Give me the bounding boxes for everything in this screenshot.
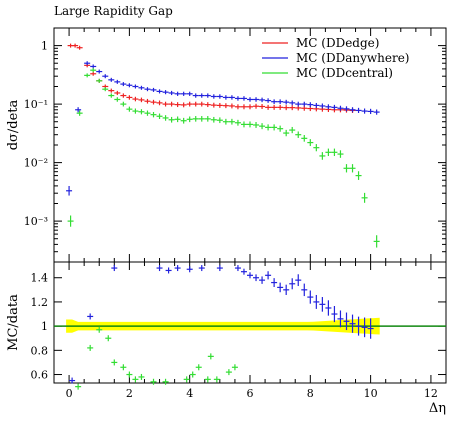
ratio-plot: 0 2 4 6 8 10 12 0.6 0.8 1 1.2 1.4 [31,261,447,400]
x-tick-label: 0 [66,387,73,400]
x-tick-label: 8 [307,387,314,400]
ratio-series-3 [75,326,238,390]
legend-entry: MC (DDcentral) [296,66,393,80]
main-plot: 10⁻³ 10⁻² 10⁻¹ 1 [24,27,447,263]
x-tick-label: 2 [126,387,133,400]
legend-entry: MC (DDanywhere) [296,51,410,65]
x-tick-label: 10 [364,387,378,400]
ratio-series-2 [69,265,374,384]
y-tick-label: 10⁻² [24,157,48,170]
x-tick-label: 6 [247,387,254,400]
ratio-y-tick-label: 0.8 [31,344,49,357]
ratio-y-axis-label: MC/data [6,294,21,351]
plot-title: Large Rapidity Gap [54,4,173,18]
y-axis-label: dσ/deta [6,99,21,150]
legend-entry: MC (DDedge) [296,36,379,50]
x-tick-label: 12 [424,387,438,400]
series-3 [67,68,380,248]
ratio-y-tick-label: 0.6 [31,369,49,382]
ratio-y-tick-label: 1.2 [31,296,49,309]
x-tick-label: 4 [186,387,193,400]
y-tick-label: 1 [41,40,48,53]
legend: MC (DDedge)MC (DDanywhere)MC (DDcentral) [262,36,410,80]
series-2 [66,61,380,196]
ratio-y-tick-label: 1.4 [31,272,49,285]
y-tick-label: 10⁻¹ [24,98,48,111]
x-axis-label: Δη [429,401,446,416]
y-tick-label: 10⁻³ [24,215,48,228]
ratio-y-tick-label: 1 [41,320,48,333]
